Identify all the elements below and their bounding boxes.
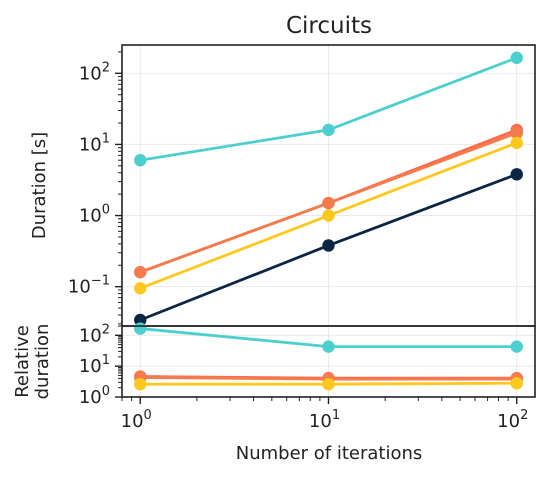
- relative-duration-panel: 100 101 102 100 101 102 Relativeduration: [12, 322, 536, 432]
- x-tick-label: 102: [497, 408, 528, 432]
- data-point: [134, 282, 147, 295]
- series-2: [134, 126, 523, 279]
- y-tick-label: 100: [79, 384, 110, 408]
- data-point: [322, 340, 335, 353]
- data-point: [510, 136, 523, 150]
- series-4: [134, 168, 523, 327]
- duration-panel: 10−1 100 101 102 Duration [s]: [29, 44, 536, 327]
- y-axis-title-line: Relative: [12, 325, 33, 398]
- x-tick-label: 100: [121, 408, 152, 432]
- x-axis-title: Number of iterations: [236, 443, 423, 464]
- grid-lines: [122, 45, 535, 326]
- data-point: [134, 322, 147, 335]
- data-point: [510, 51, 523, 65]
- y-axis-ticks: [115, 51, 122, 325]
- y-tick-label: 100: [79, 203, 110, 227]
- data-point: [134, 154, 147, 167]
- data-point: [322, 239, 335, 252]
- data-point: [510, 340, 523, 353]
- y-axis-title: Duration [s]: [29, 132, 50, 239]
- x-tick-label: 101: [309, 408, 340, 432]
- y-tick-label: 101: [79, 353, 110, 377]
- series-0: [134, 51, 523, 167]
- x-axis-ticks: [121, 397, 518, 404]
- data-point: [322, 377, 335, 391]
- y-axis-title: Relativeduration: [12, 324, 53, 400]
- y-axis-ticks: [115, 325, 122, 398]
- data-point: [322, 209, 335, 222]
- y-tick-label: 10−1: [68, 274, 110, 298]
- chart-title: Circuits: [286, 13, 372, 39]
- data-point: [134, 313, 147, 327]
- y-tick-label: 101: [79, 131, 110, 155]
- data-point: [322, 123, 335, 137]
- y-tick-label: 102: [79, 322, 110, 346]
- data-point: [134, 265, 147, 279]
- data-point: [510, 126, 523, 140]
- data-point: [134, 377, 147, 391]
- data-point: [322, 196, 335, 210]
- y-axis-title-line: duration: [32, 324, 53, 400]
- plot-frame: [121, 325, 536, 398]
- data-point: [510, 168, 523, 181]
- data-point: [510, 377, 523, 390]
- series-3: [134, 377, 523, 391]
- y-tick-label: 102: [79, 60, 110, 84]
- series-3: [134, 136, 523, 295]
